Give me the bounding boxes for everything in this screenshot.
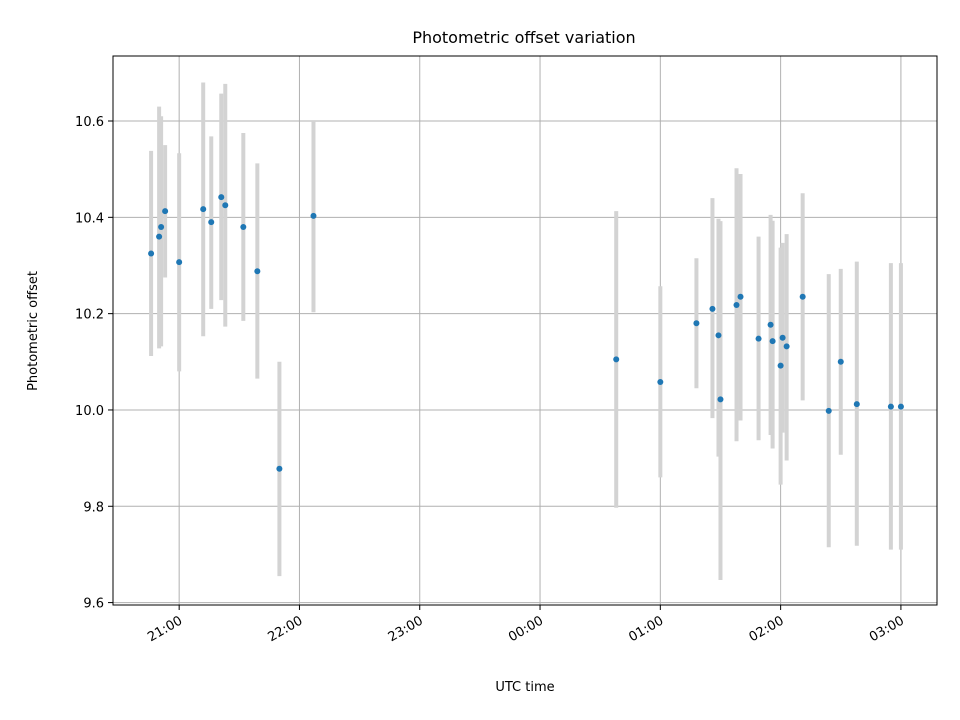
y-axis-label: Photometric offset — [26, 271, 41, 391]
data-point — [755, 335, 762, 342]
y-tick-label: 9.6 — [83, 597, 104, 612]
data-point — [777, 362, 784, 369]
data-point — [176, 259, 183, 266]
data-point — [222, 202, 229, 209]
data-point — [799, 293, 806, 300]
y-tick-label: 10.2 — [75, 308, 104, 323]
data-point — [254, 268, 261, 275]
data-point — [276, 465, 283, 472]
data-point — [733, 301, 740, 308]
y-tick-label: 10.6 — [75, 115, 104, 130]
data-point — [148, 250, 155, 257]
data-point — [853, 401, 860, 408]
y-tick-label: 10.0 — [75, 404, 104, 419]
data-point — [200, 206, 207, 213]
data-point — [613, 356, 620, 363]
data-point — [783, 343, 790, 350]
data-point — [769, 338, 776, 345]
y-tick-label: 10.4 — [75, 211, 104, 226]
y-tick-label: 9.8 — [83, 500, 104, 515]
x-axis-label: UTC time — [495, 680, 554, 695]
data-point — [897, 403, 904, 410]
data-point — [240, 223, 247, 230]
y-axis-ticks: 9.6 9.8 10.0 10.2 10.4 10.6 — [75, 115, 113, 612]
data-point — [767, 321, 774, 328]
data-point — [717, 396, 724, 403]
data-point — [709, 305, 716, 312]
data-point — [310, 212, 317, 219]
data-point — [737, 293, 744, 300]
data-point — [779, 334, 786, 341]
plot-frame — [112, 55, 938, 606]
data-point — [715, 332, 722, 339]
data-point — [693, 320, 700, 327]
data-point — [887, 403, 894, 410]
data-point — [657, 379, 664, 386]
data-point — [837, 358, 844, 365]
data-point — [162, 208, 169, 215]
chart-title: Photometric offset variation — [412, 28, 635, 47]
data-point — [158, 223, 165, 230]
data-points — [148, 194, 904, 472]
data-point — [156, 233, 163, 240]
data-point — [208, 219, 215, 226]
data-point — [218, 194, 225, 201]
data-point — [825, 407, 832, 414]
